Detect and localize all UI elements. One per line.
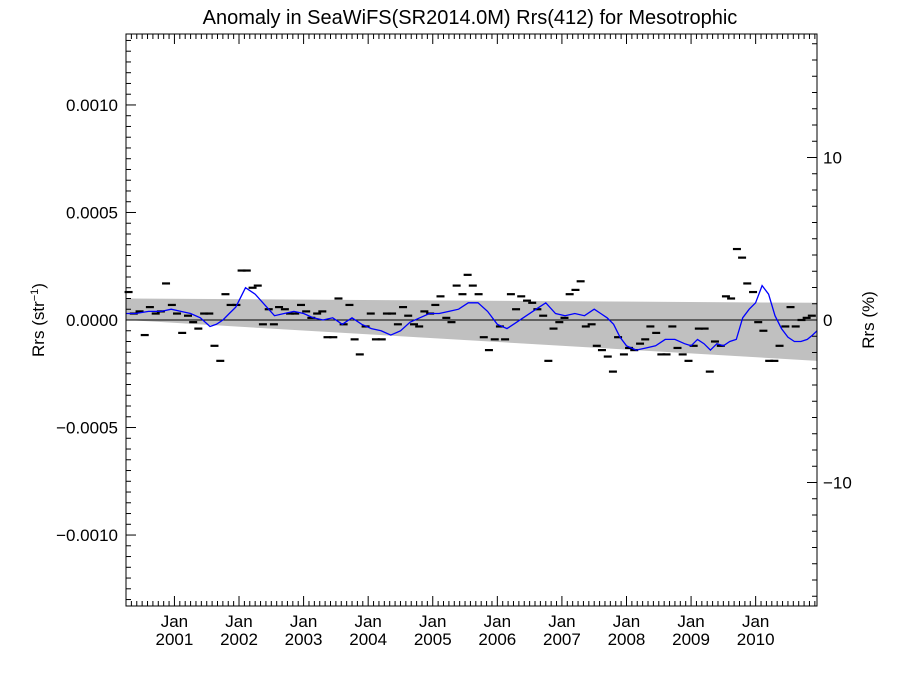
y-axis-label-left-close: ): [29, 283, 48, 289]
y-right-tick-label: 0: [823, 311, 832, 330]
y-right-tick-label: 10: [823, 149, 842, 168]
x-tick-label-year: 2006: [478, 630, 516, 649]
x-tick-label-year: 2007: [543, 630, 581, 649]
smoothed-series-line: [126, 284, 818, 352]
plot-area: [124, 247, 818, 373]
y-axis-label-right: Rrs (%): [859, 291, 878, 349]
y-axis-label-left: Rrs (str−1): [29, 283, 48, 357]
x-tick-label-month: Jan: [161, 612, 188, 631]
x-tick-label-year: 2009: [672, 630, 710, 649]
x-tick-label-month: Jan: [613, 612, 640, 631]
chart-title: Anomaly in SeaWiFS(SR2014.0M) Rrs(412) f…: [203, 7, 738, 29]
x-tick-label-month: Jan: [419, 612, 446, 631]
x-tick-label-month: Jan: [225, 612, 252, 631]
x-tick-label-month: Jan: [742, 612, 769, 631]
y-left-tick-label: 0.0005: [66, 203, 118, 222]
x-tick-label-month: Jan: [290, 612, 317, 631]
x-tick-label-year: 2003: [285, 630, 323, 649]
y-left-tick-label: −0.0010: [56, 526, 118, 545]
x-tick-label-month: Jan: [548, 612, 575, 631]
x-tick-label-month: Jan: [677, 612, 704, 631]
axes: Jan2001Jan2002Jan2003Jan2004Jan2005Jan20…: [56, 33, 852, 649]
y-left-tick-label: −0.0005: [56, 419, 118, 438]
y-axis-label-left-superscript: −1: [29, 289, 41, 302]
x-tick-label-month: Jan: [354, 612, 381, 631]
x-tick-label-year: 2005: [414, 630, 452, 649]
x-tick-label-year: 2001: [156, 630, 194, 649]
x-tick-label-year: 2004: [349, 630, 387, 649]
y-right-tick-label: −10: [823, 474, 852, 493]
x-tick-label-year: 2002: [220, 630, 258, 649]
y-axis-label-left-text: Rrs (str: [29, 301, 48, 357]
y-left-tick-label: 0.0000: [66, 311, 118, 330]
x-tick-label-month: Jan: [484, 612, 511, 631]
uncertainty-band: [126, 298, 817, 361]
x-tick-label-year: 2008: [608, 630, 646, 649]
y-left-tick-label: 0.0010: [66, 96, 118, 115]
x-tick-label-year: 2010: [737, 630, 775, 649]
